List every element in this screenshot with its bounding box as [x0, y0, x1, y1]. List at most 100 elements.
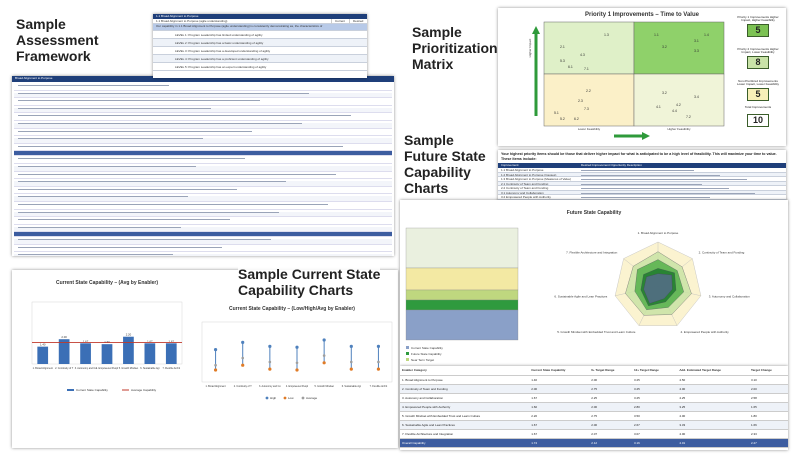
table-cell: 2.33	[749, 429, 788, 439]
x-tick-label: 5. Growth Mindset	[119, 367, 139, 370]
table-cell: 5. Growth Mindset with Embedded Trust an…	[400, 411, 530, 421]
table-header: Enabler Category	[400, 366, 530, 376]
prioritization-label: Sample Prioritization Matrix	[412, 24, 498, 72]
table-cell: 3.25	[631, 375, 678, 385]
assessment-top-title: 1.1 Broad Alignment to Purpose (agile un…	[153, 19, 331, 24]
bar-data-label: 1.67	[147, 339, 153, 343]
table-header: Current State Capability	[529, 366, 590, 376]
radar-axis-label: 6. Sustainable Agile and Lean Practices	[554, 295, 607, 299]
bar-data-label: 2.00	[61, 335, 67, 339]
radar-axis-label: 3. Autonomy and Collaboration	[709, 295, 750, 299]
table-row: 6. Sustainable Agile and Lean Practices 1…	[400, 420, 788, 430]
x-tick-label: 2. Continuity of T	[55, 367, 74, 370]
legend-label: Current State Capability	[76, 388, 108, 392]
doc-row	[14, 203, 392, 210]
matrix-point: 3.3	[694, 49, 699, 53]
table-cell: 2.12	[589, 438, 632, 448]
bar-data-label: 1.67	[169, 339, 175, 343]
avg-point	[349, 360, 353, 364]
doc-row	[14, 226, 392, 233]
future-chart-panel: Future State Capability Current State Ca…	[400, 200, 788, 366]
doc-row	[14, 122, 392, 129]
doc-row	[14, 130, 392, 137]
assessment-option[interactable]: LEVEL 5: Program Leadership has an exper…	[153, 63, 367, 71]
table-row: 4. Empowered People with Authority 1.60 2.…	[400, 402, 788, 412]
legend-swatch	[265, 396, 269, 400]
low-point	[376, 367, 381, 371]
bar	[165, 343, 177, 364]
table-row: 3. Autonomy and Collaboration 1.67 2.25 3.2…	[400, 393, 788, 403]
score-label: Non-Prioritized Improvements Lower Impac…	[736, 79, 780, 86]
table-cell: 4.25	[677, 393, 750, 403]
table-cell: 1.60	[529, 402, 590, 412]
doc-row	[14, 232, 392, 238]
doc-row	[14, 254, 392, 256]
matrix-point: 5.2	[560, 117, 565, 121]
high-point	[376, 344, 381, 348]
table-cell: 2.80	[631, 402, 678, 412]
assessment-option[interactable]: LEVEL 3: Program Leadership has a develo…	[153, 47, 367, 55]
table-cell: 1.65	[749, 402, 788, 412]
matrix-point: 7.1	[584, 67, 589, 71]
score-label: Total Improvements	[744, 105, 772, 109]
matrix-point: 4.4	[672, 109, 677, 113]
table-cell: 3.50	[631, 411, 678, 421]
assessment-option[interactable]: LEVEL 4: Program Leadership has a profic…	[153, 55, 367, 63]
x-tick-label: 2. Continuity of T	[234, 385, 253, 388]
table-cell: 6. Sustainable Agile and Lean Practices	[400, 420, 530, 430]
table-cell: 3.25	[631, 393, 678, 403]
assessment-framework-panel: Broad Alignment to Purpose	[12, 76, 394, 256]
assessment-header: Broad Alignment to Purpose	[12, 76, 394, 82]
assessment-option[interactable]: LEVEL 2: Program Leadership has a basic …	[153, 39, 367, 47]
low-point	[241, 363, 245, 367]
current-label: Sample Current State Capability Charts	[238, 266, 381, 298]
future-table: Enabler Category Current State Capability…	[400, 366, 788, 448]
table-cell: 1.67	[529, 429, 590, 439]
legend-swatch	[283, 396, 287, 400]
bar	[101, 344, 113, 364]
x-tick-label: 7. Flexible Archit	[370, 385, 388, 388]
score-value: 5	[747, 88, 769, 101]
right-chart-title: Current State Capability – (Low/High/Avg…	[229, 306, 355, 312]
stacked-segment	[405, 309, 519, 341]
assessment-top-panel: 1.1 Broad Alignment to Purpose 1.1 Broad…	[153, 14, 367, 78]
matrix-point: 7.3	[584, 107, 589, 111]
left-chart-title: Current State Capability – (Avg by Enabl…	[56, 280, 158, 286]
doc-row	[14, 138, 392, 144]
table-cell: 2.00	[589, 402, 632, 412]
priority-item: 1.3 Broad Alignment to Purpose (Measures…	[498, 177, 786, 182]
bar-data-label: 1.40	[40, 343, 46, 347]
table-cell: 2.00	[589, 420, 632, 430]
matrix-point: 5.1	[554, 111, 559, 115]
priority-col1: Improvement	[498, 163, 578, 168]
high-point	[213, 348, 218, 352]
low-point	[213, 368, 218, 372]
legend-swatch	[406, 358, 409, 361]
matrix-point: 1.4	[704, 33, 709, 37]
matrix-point: 1.3	[604, 33, 609, 37]
table-cell: 3.25	[631, 384, 678, 394]
bar	[80, 343, 91, 364]
stacked-segment	[405, 227, 519, 269]
table-cell: 3.10	[749, 375, 788, 385]
matrix-point: 2.1	[560, 45, 565, 49]
low-point	[268, 367, 272, 371]
x-tick-label: 1. Broad Alignment	[205, 385, 226, 388]
low-point	[322, 361, 326, 365]
doc-row	[14, 92, 392, 99]
doc-row	[14, 100, 392, 106]
table-cell: 4.50	[677, 375, 750, 385]
quadrant-br	[633, 73, 725, 127]
table-cell: 3.25	[677, 402, 750, 412]
assessment-doc-rows	[12, 82, 394, 256]
x-tick-label: 6. Sustainable Agi	[140, 367, 160, 370]
priority-col2: Desired Improvement Opportunity Descript…	[578, 163, 786, 168]
stacked-segment	[405, 267, 519, 291]
legend-swatch	[406, 346, 409, 349]
table-cell: 4.00	[677, 411, 750, 421]
bar-data-label: 1.67	[83, 339, 89, 343]
high-point	[322, 338, 326, 342]
priority-items: 1.1 Broad Alignment to Purpose 1.2 Broad …	[498, 168, 786, 200]
high-point	[241, 340, 245, 344]
assessment-option[interactable]: LEVEL 1: Program Leadership has limited …	[153, 31, 367, 39]
